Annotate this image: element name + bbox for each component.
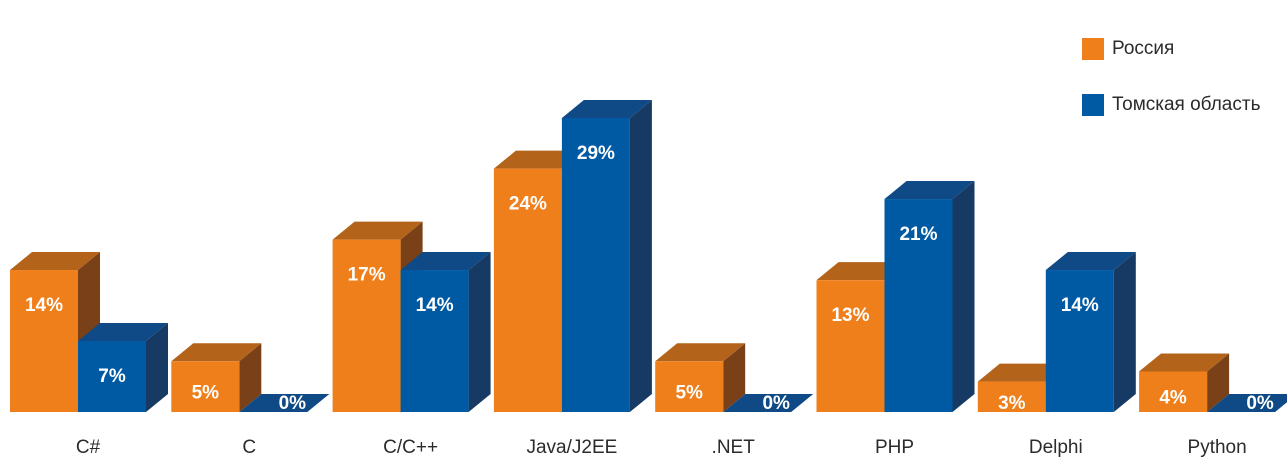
bar-side-tomsk-c <box>146 323 168 412</box>
bar-tomsk-delphi <box>1045 270 1114 412</box>
category-label-c: C# <box>76 437 101 458</box>
bar-russia-php <box>816 280 885 412</box>
data-label-russia-c: 14% <box>25 295 63 316</box>
bar-top-russia-net <box>655 343 746 362</box>
bar-russia-c-c <box>332 239 401 412</box>
category-label-python: Python <box>1188 437 1247 458</box>
bar-tomsk-php <box>884 199 953 412</box>
data-label-russia-java-j2ee: 24% <box>509 194 547 215</box>
category-label-c-c: C/C++ <box>383 437 438 458</box>
bar-side-tomsk-java-j2ee <box>629 99 652 412</box>
category-label-java-j2ee: Java/J2EE <box>526 437 617 458</box>
bar-side-russia-python <box>1207 353 1230 412</box>
data-label-tomsk-c-c: 14% <box>416 295 454 316</box>
legend-swatch-russia <box>1082 38 1104 60</box>
bar-top-russia-python <box>1139 353 1230 372</box>
data-label-russia-delphi: 3% <box>998 393 1026 414</box>
bar-tomsk-c-c <box>400 270 469 412</box>
legend-label-tomsk: Томская область <box>1112 94 1261 115</box>
bar-top-tomsk-java-j2ee <box>561 99 652 118</box>
category-label-delphi: Delphi <box>1029 437 1083 458</box>
bar-russia-java-j2ee <box>493 168 562 412</box>
data-label-tomsk-net: 0% <box>762 393 790 414</box>
bar-side-russia-c <box>239 343 262 412</box>
legend-item-russia: Россия <box>1082 36 1260 62</box>
data-label-tomsk-java-j2ee: 29% <box>577 143 615 164</box>
category-label-net: .NET <box>712 437 756 458</box>
category-label-c: C <box>242 437 256 458</box>
legend-swatch-tomsk <box>1082 94 1104 116</box>
legend-label-russia: Россия <box>1112 38 1175 59</box>
bar-side-tomsk-php <box>952 181 975 412</box>
data-label-tomsk-c: 7% <box>98 366 126 387</box>
bar-russia-c <box>10 270 78 412</box>
bar-side-tomsk-c-c <box>468 252 491 412</box>
bar-top-tomsk-php <box>884 181 975 200</box>
data-label-tomsk-python: 0% <box>1246 393 1274 414</box>
data-label-tomsk-delphi: 14% <box>1061 295 1099 316</box>
bar-russia-delphi <box>977 381 1046 412</box>
bar-top-tomsk-delphi <box>1045 252 1136 271</box>
bar-russia-net <box>655 361 724 412</box>
data-label-russia-net: 5% <box>675 383 703 404</box>
bar-top-tomsk-c <box>78 323 168 342</box>
bar-russia-python <box>1139 371 1208 412</box>
bar-side-tomsk-delphi <box>1113 252 1136 412</box>
bar-top-russia-php <box>816 262 907 281</box>
bar-top-tomsk-c-c <box>400 252 491 271</box>
bar-top-russia-java-j2ee <box>493 150 584 169</box>
bar-top-russia-c-c <box>332 221 423 240</box>
bar-top-russia-c <box>10 252 100 271</box>
data-label-russia-php: 13% <box>831 305 869 326</box>
bar-tomsk-java-j2ee <box>561 117 630 412</box>
data-label-russia-python: 4% <box>1159 388 1187 409</box>
legend: Россия Томская область <box>1082 36 1260 148</box>
legend-item-tomsk: Томская область <box>1082 92 1260 118</box>
bar-top-tomsk-c <box>239 394 330 412</box>
bar-top-russia-delphi <box>977 363 1068 382</box>
bar-side-russia-net <box>723 343 746 412</box>
data-label-russia-c: 5% <box>192 383 220 404</box>
bar-top-russia-c <box>171 343 262 362</box>
data-label-tomsk-c: 0% <box>279 393 307 414</box>
bar-tomsk-c <box>78 341 146 412</box>
data-label-tomsk-php: 21% <box>899 224 937 245</box>
bar-top-tomsk-python <box>1207 394 1287 412</box>
data-label-russia-c-c: 17% <box>348 265 386 286</box>
bar-top-tomsk-net <box>723 394 814 412</box>
bar-russia-c <box>171 361 240 412</box>
category-label-php: PHP <box>875 437 914 458</box>
